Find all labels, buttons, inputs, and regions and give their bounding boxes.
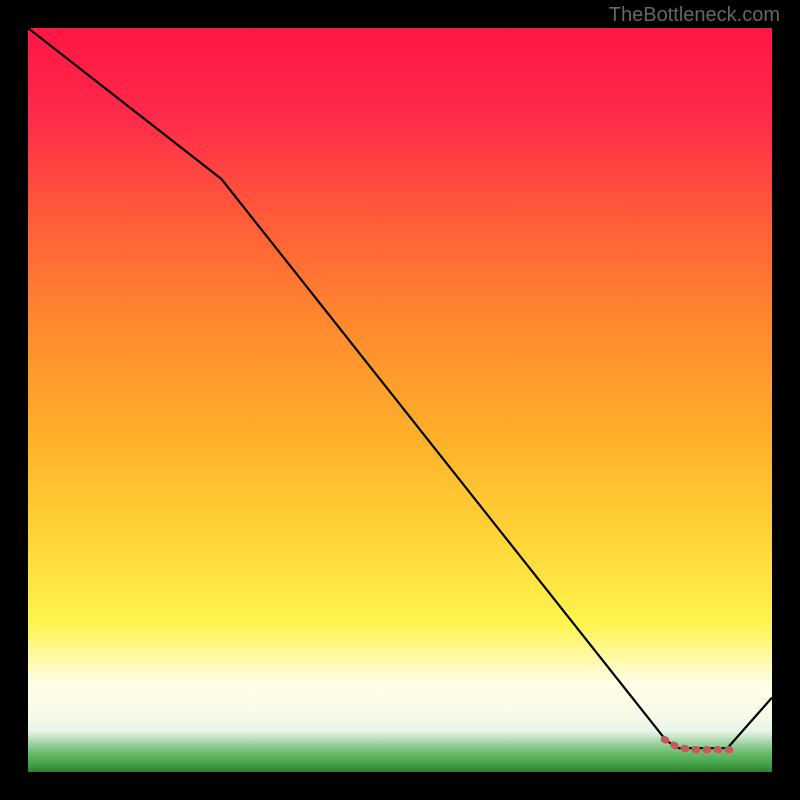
- plot-area: [28, 28, 772, 772]
- watermark-text: TheBottleneck.com: [609, 4, 780, 27]
- caterpillar-marker: [664, 739, 731, 749]
- main-line: [28, 28, 772, 748]
- chart-lines: [28, 28, 772, 772]
